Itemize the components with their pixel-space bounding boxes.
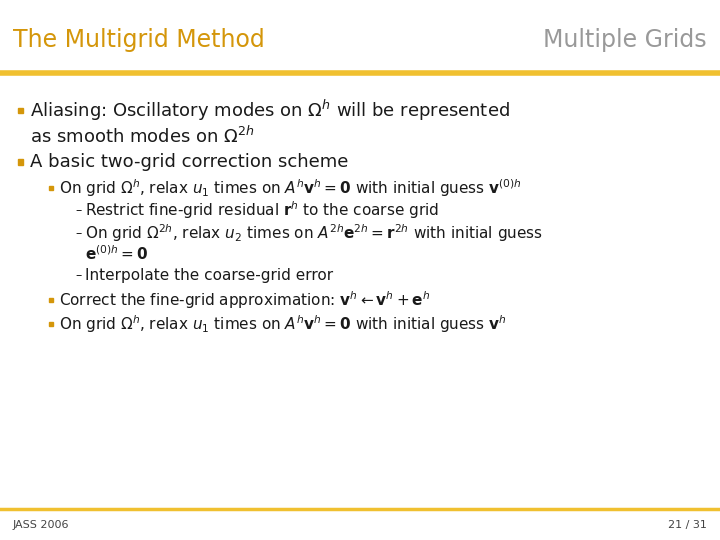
Bar: [0, 0, 720, 73]
Text: –: –: [76, 204, 82, 217]
Text: On grid $\Omega^h$, relax $u_1$ times on $A^h\mathbf{v}^h = \mathbf{0}$ with ini: On grid $\Omega^h$, relax $u_1$ times on…: [59, 177, 522, 199]
Text: –: –: [76, 227, 82, 240]
Text: On grid $\Omega^{2h}$, relax $u_2$ times on $A^{2h}\mathbf{e}^{2h} = \mathbf{r}^: On grid $\Omega^{2h}$, relax $u_2$ times…: [85, 222, 543, 244]
Text: A basic two-grid correction scheme: A basic two-grid correction scheme: [30, 153, 348, 171]
Text: The Multigrid Method: The Multigrid Method: [13, 29, 265, 52]
Bar: [49, 322, 53, 326]
Text: On grid $\Omega^h$, relax $u_1$ times on $A^h\mathbf{v}^h = \mathbf{0}$ with ini: On grid $\Omega^h$, relax $u_1$ times on…: [59, 313, 507, 335]
Text: Restrict fine-grid residual $\mathbf{r}^h$ to the coarse grid: Restrict fine-grid residual $\mathbf{r}^…: [85, 200, 439, 221]
Text: JASS 2006: JASS 2006: [13, 520, 69, 530]
Text: as smooth modes on $\Omega^{2h}$: as smooth modes on $\Omega^{2h}$: [30, 125, 255, 147]
Text: Aliasing: Oscillatory modes on $\Omega^h$ will be represented: Aliasing: Oscillatory modes on $\Omega^h…: [30, 98, 510, 123]
Text: 21 / 31: 21 / 31: [668, 520, 707, 530]
Text: Interpolate the coarse-grid error: Interpolate the coarse-grid error: [85, 268, 333, 283]
Bar: [18, 159, 23, 165]
Text: $\mathbf{e}^{(0)h} = \mathbf{0}$: $\mathbf{e}^{(0)h} = \mathbf{0}$: [85, 245, 148, 263]
Bar: [49, 298, 53, 302]
Text: Multiple Grids: Multiple Grids: [544, 29, 707, 52]
Bar: [49, 186, 53, 190]
Text: Correct the fine-grid approximation: $\mathbf{v}^h \leftarrow \mathbf{v}^h + \ma: Correct the fine-grid approximation: $\m…: [59, 289, 431, 310]
Text: –: –: [76, 269, 82, 282]
Bar: [18, 108, 23, 113]
